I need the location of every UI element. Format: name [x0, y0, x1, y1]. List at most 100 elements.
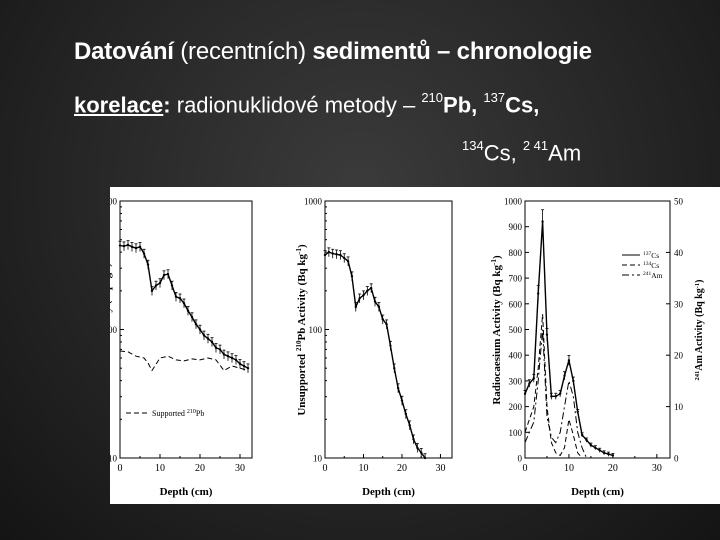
y-right-tick-label: 40 — [674, 248, 684, 258]
data-point — [335, 253, 338, 256]
y-tick-label: 100 — [110, 325, 118, 335]
data-point — [150, 289, 154, 293]
plot-frame — [324, 200, 453, 459]
data-point — [190, 315, 194, 319]
data-point — [138, 245, 142, 249]
x-tick-label: 10 — [564, 463, 574, 474]
data-point — [198, 328, 202, 331]
y-tick-label: 900 — [509, 222, 523, 232]
data-point — [210, 340, 214, 344]
y-tick-label: 800 — [509, 248, 523, 258]
x-tick-label: 0 — [118, 463, 123, 474]
plot-frame — [119, 200, 253, 459]
data-point — [420, 451, 423, 454]
y-right-axis-title: 241Am Activity (Bq kg-1) — [694, 279, 706, 380]
correlation-line: korelace: radionuklidové metody – 210Pb,… — [74, 90, 540, 118]
x-tick-label: 30 — [235, 463, 245, 474]
data-point — [226, 354, 230, 358]
legend-label: 137Cs — [643, 251, 659, 260]
y-tick-label: 0 — [518, 454, 523, 464]
data-point — [404, 412, 408, 416]
series-line-3 — [524, 329, 587, 459]
data-point — [358, 297, 361, 300]
data-point — [598, 449, 601, 452]
am-label: Am — [548, 140, 582, 166]
data-point — [607, 452, 610, 456]
data-point — [202, 334, 206, 337]
data-point — [346, 260, 350, 263]
data-point — [230, 356, 234, 360]
correlation-text: radionuklidové metody – — [170, 92, 422, 118]
data-point — [238, 362, 242, 366]
data-point — [396, 386, 400, 390]
data-point — [158, 281, 162, 285]
y-axis-title: Unsupported 210Pb Activity (Bq kg-1) — [295, 244, 308, 416]
data-point — [350, 274, 354, 278]
x-tick-label: 0 — [323, 463, 328, 474]
data-point — [558, 392, 562, 395]
cs134-label: Cs, — [483, 140, 523, 166]
title-bold-part1: Datování — [74, 38, 174, 65]
y-right-tick-label: 30 — [674, 299, 684, 309]
data-point — [246, 366, 250, 370]
y-right-tick-label: 50 — [674, 197, 684, 207]
data-point — [381, 318, 384, 321]
data-point — [327, 250, 331, 254]
legend-label: 241Am — [643, 271, 663, 280]
data-point — [118, 244, 122, 247]
x-axis-title: Depth (cm) — [362, 486, 415, 498]
x-axis-title: Depth (cm) — [571, 486, 624, 498]
cs137-superscript: 137 — [483, 90, 506, 105]
y-tick-label: 600 — [509, 299, 523, 309]
data-point — [170, 284, 174, 287]
data-point — [373, 300, 377, 303]
pb-superscript: 210 — [421, 90, 444, 105]
y-right-tick-label: 0 — [674, 454, 679, 464]
data-point — [174, 295, 178, 298]
data-point — [523, 392, 527, 395]
data-point — [416, 446, 419, 450]
data-point — [400, 399, 404, 402]
y-tick-label: 100 — [509, 428, 523, 438]
data-point — [166, 272, 170, 276]
x-tick-label: 30 — [652, 463, 662, 474]
x-tick-label: 0 — [523, 463, 528, 474]
data-point — [234, 358, 238, 362]
y-tick-label: 10 — [313, 454, 323, 464]
x-tick-label: 20 — [608, 463, 618, 474]
am-superscript: 2 41 — [522, 138, 549, 153]
data-point — [366, 289, 369, 293]
isotope-line: 134Cs, 2 41Am — [462, 138, 582, 166]
y-tick-label: 100 — [309, 325, 323, 335]
data-point — [323, 253, 327, 257]
data-point — [206, 337, 210, 340]
series-line-1 — [324, 251, 426, 459]
data-point — [594, 446, 597, 449]
data-point — [585, 438, 588, 442]
data-point — [554, 395, 557, 398]
x-tick-label: 20 — [195, 463, 205, 474]
data-point — [576, 410, 579, 413]
y-axis-title: Radiocaesium Activity (Bq kg-1) — [490, 255, 503, 405]
x-tick-label: 30 — [435, 463, 445, 474]
data-point — [532, 377, 535, 380]
data-point — [369, 286, 373, 290]
data-point — [536, 292, 540, 295]
data-point — [339, 253, 342, 257]
data-point — [162, 273, 166, 277]
legend-label: 134Cs — [643, 261, 659, 270]
pb-label: Pb, — [443, 92, 484, 118]
data-point — [182, 302, 186, 305]
cs137-label: Cs, — [505, 92, 540, 118]
x-axis-title: Depth (cm) — [160, 486, 213, 498]
y-tick-label: 1000 — [504, 197, 523, 207]
y-tick-label: 700 — [509, 274, 523, 284]
data-point — [122, 244, 126, 248]
y-right-tick-label: 10 — [674, 402, 684, 412]
data-point — [545, 333, 549, 336]
series-line-2 — [524, 314, 583, 459]
data-point — [242, 364, 246, 368]
